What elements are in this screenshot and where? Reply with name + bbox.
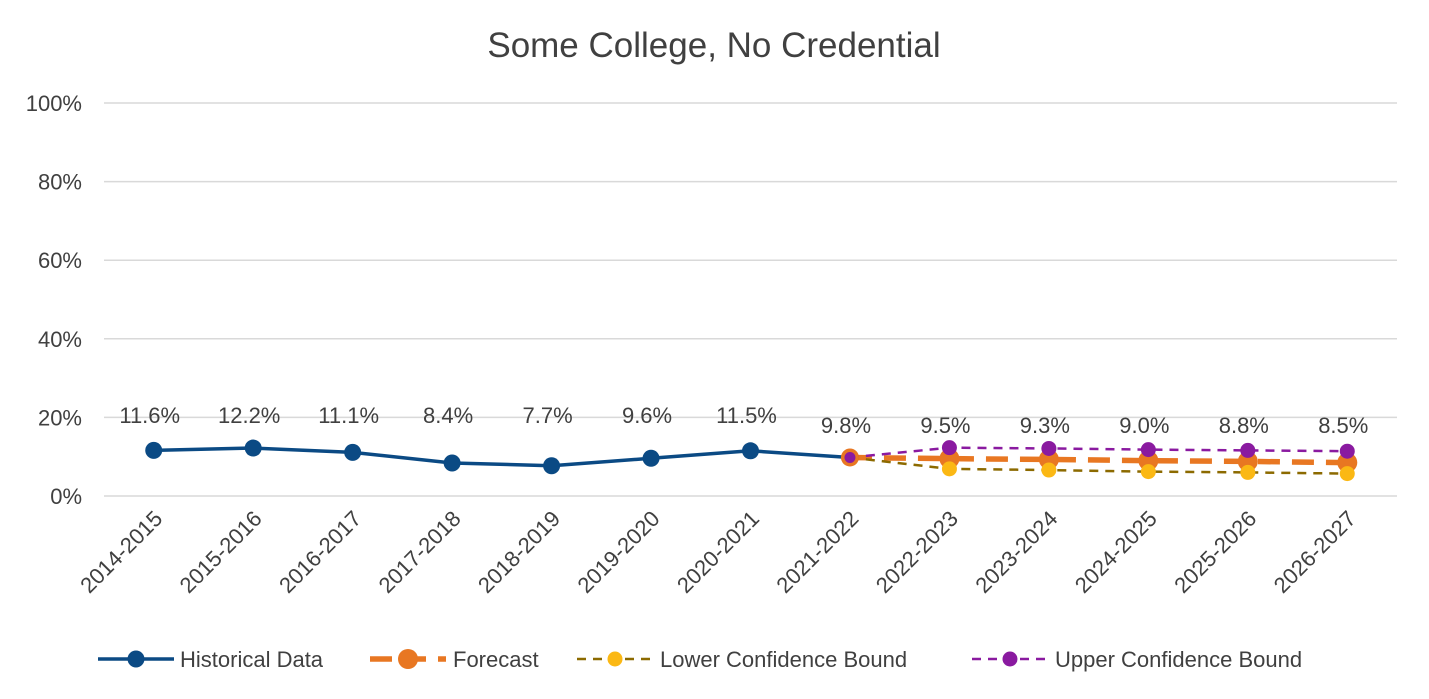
x-tick-label: 2023-2024 [970, 506, 1062, 598]
forecast-point [1337, 452, 1358, 473]
y-tick-label: 20% [38, 405, 82, 430]
y-tick-label: 0% [50, 484, 82, 509]
legend-marker [398, 649, 418, 669]
x-tick-label: 2019-2020 [572, 506, 664, 598]
y-tick-label: 80% [38, 170, 82, 195]
data-label: 8.8% [1219, 413, 1269, 438]
lower-confidence-bound-point [1140, 464, 1156, 480]
legend-label: Forecast [453, 647, 539, 672]
x-tick-label: 2018-2019 [473, 506, 565, 598]
forecast-point [1138, 450, 1159, 471]
data-label: 11.1% [318, 403, 379, 428]
data-label: 8.5% [1318, 413, 1368, 438]
series-points [145, 439, 1358, 482]
data-label: 9.8% [821, 413, 871, 438]
upper-confidence-bound-point [1140, 442, 1156, 458]
x-tick-label: 2022-2023 [871, 506, 963, 598]
y-tick-label: 60% [38, 248, 82, 273]
upper-confidence-bound-line [849, 446, 1348, 459]
upper-confidence-bound-point [1339, 443, 1355, 459]
legend-marker [127, 650, 145, 668]
forecast-point [1237, 451, 1258, 472]
legend-label: Lower Confidence Bound [660, 647, 907, 672]
historical-data-point [742, 442, 759, 460]
data-label: 7.7% [522, 403, 572, 428]
historical-data-point [145, 441, 163, 459]
x-tick-label: 2016-2017 [274, 506, 366, 598]
data-label: 11.6% [119, 403, 180, 428]
x-tick-label: 2017-2018 [374, 506, 466, 598]
data-label: 9.0% [1119, 413, 1169, 438]
y-axis: 0% 20% 40% 60% 80% 100% [26, 91, 82, 509]
lower-confidence-bound-point [1240, 464, 1256, 480]
upper-confidence-bound-point [941, 440, 957, 456]
x-tick-label: 2015-2016 [175, 506, 267, 598]
x-axis: 2014-2015 2015-2016 2016-2017 2017-2018 2018… [75, 506, 1361, 598]
data-label: 9.3% [1020, 413, 1070, 438]
x-tick-label: 2014-2015 [75, 506, 167, 598]
data-label: 11.5% [716, 403, 777, 428]
data-label: 9.5% [920, 413, 970, 438]
lower-confidence-bound-point [941, 461, 957, 477]
legend-marker [1002, 651, 1018, 667]
legend-label: Historical Data [180, 647, 324, 672]
historical-data-point [443, 454, 461, 472]
legend-item-forecast: Forecast [370, 647, 539, 672]
historical-data-line [153, 446, 851, 468]
data-label: 12.2% [218, 403, 280, 428]
forecast-point [1038, 449, 1059, 470]
lower-confidence-bound-point [1041, 462, 1057, 478]
lower-confidence-bound-line [849, 456, 1348, 475]
legend-item-upper-confidence-bound: Upper Confidence Bound [972, 647, 1302, 672]
upper-confidence-bound-point [1041, 440, 1057, 456]
legend-marker [607, 651, 623, 667]
upper-bound-start-point [844, 451, 856, 463]
data-labels: 11.6% 12.2% 11.1% 8.4% 7.7% 9.6% 11.5% 9.8% 9.5%… [119, 403, 1368, 438]
y-tick-label: 40% [38, 327, 82, 352]
forecast-line [849, 454, 1348, 466]
legend: Historical Data Forecast Lower Confidence … [98, 647, 1302, 672]
historical-data-point [344, 443, 362, 461]
x-tick-label: 2020-2021 [672, 506, 764, 598]
historical-data-point [642, 449, 660, 467]
legend-item-lower-confidence-bound: Lower Confidence Bound [577, 647, 907, 672]
x-tick-label: 2026-2027 [1269, 506, 1361, 598]
upper-confidence-bound-point [1240, 442, 1256, 458]
data-label: 9.6% [622, 403, 672, 428]
data-label: 8.4% [423, 403, 473, 428]
chart-title: Some College, No Credential [487, 26, 940, 65]
legend-label: Upper Confidence Bound [1055, 647, 1302, 672]
x-tick-label: 2024-2025 [1070, 506, 1162, 598]
x-tick-label: 2021-2022 [771, 506, 863, 598]
series-lines [153, 446, 1348, 475]
gridlines [104, 102, 1397, 497]
y-tick-label: 100% [26, 91, 82, 116]
x-tick-label: 2025-2026 [1169, 506, 1261, 598]
historical-data-point [244, 439, 262, 457]
historical-data-point [543, 457, 561, 475]
lower-confidence-bound-point [1339, 466, 1355, 482]
legend-item-historical-data: Historical Data [98, 647, 324, 672]
